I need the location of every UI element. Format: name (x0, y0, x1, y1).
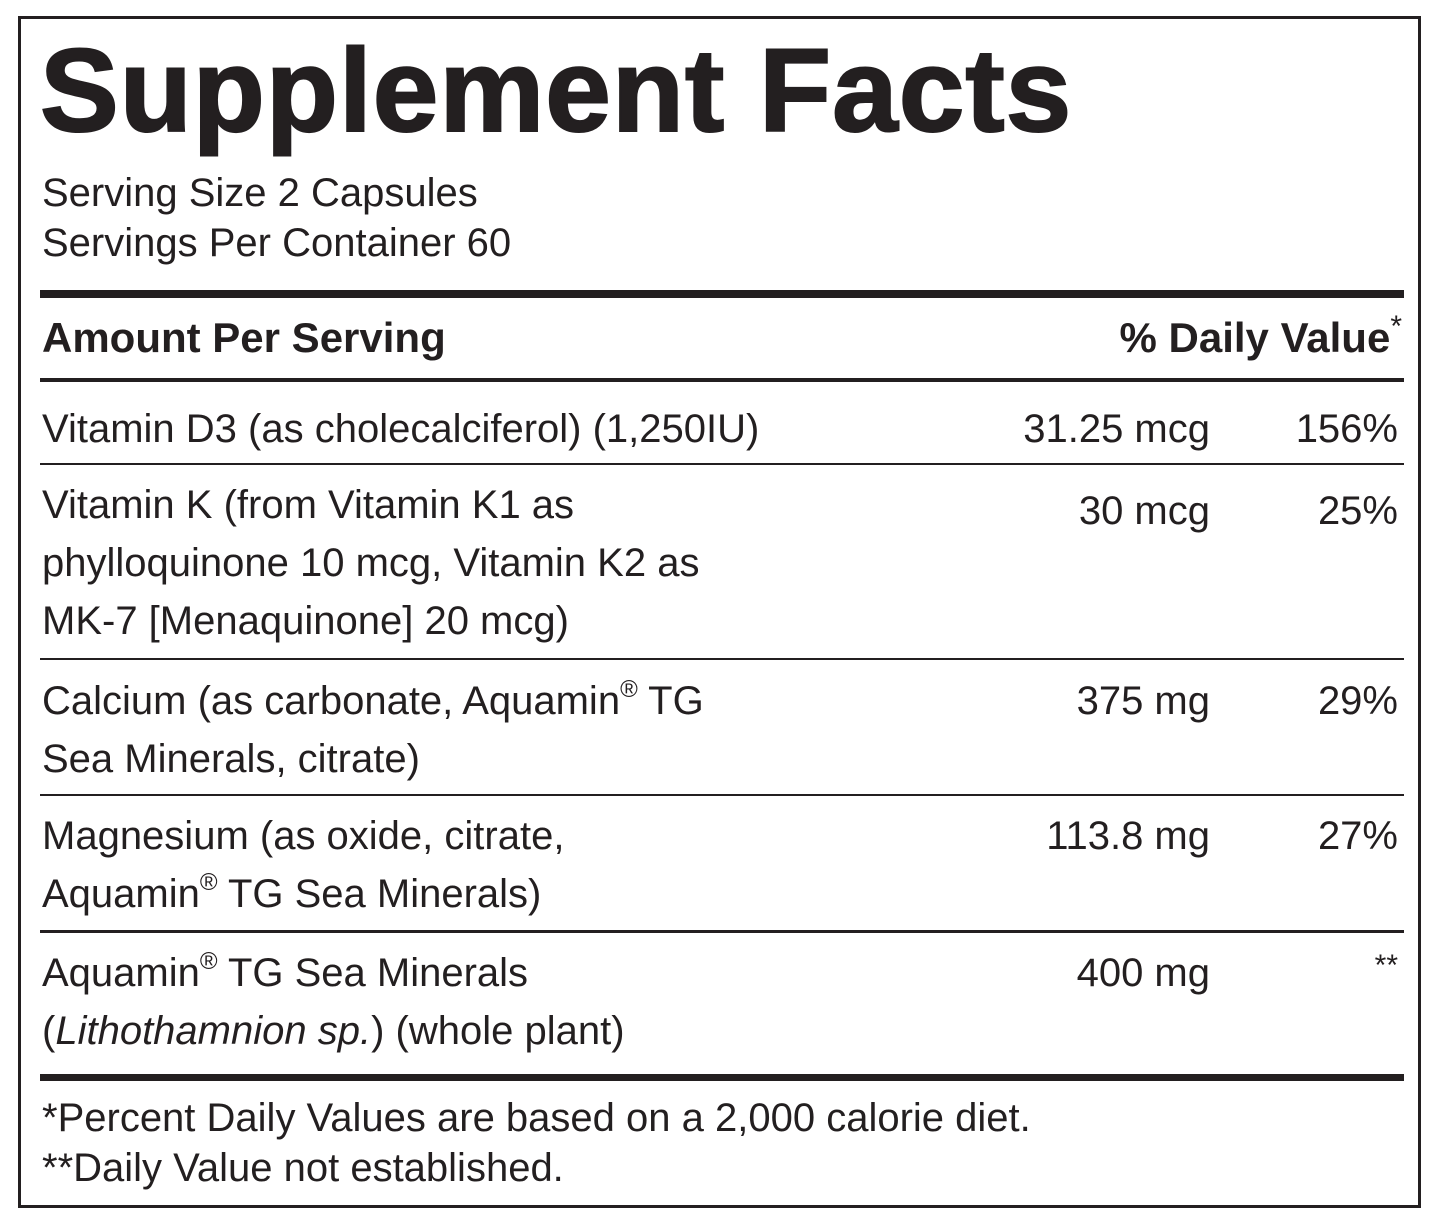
nutrient-daily-value: 27% (1317, 814, 1398, 858)
nutrient-name-line: ) (whole plant) (371, 1009, 625, 1053)
nutrient-name: Calcium (as carbonate, Aquamin® TG Sea M… (42, 672, 922, 788)
row-divider (40, 930, 1404, 933)
thick-divider (40, 290, 1404, 298)
nutrient-name-line: Magnesium (as oxide, citrate, (42, 814, 565, 858)
nutrient-amount: 113.8 mg (1046, 814, 1210, 858)
nutrient-daily-value: 25% (1317, 489, 1398, 533)
serving-size: Serving Size 2 Capsules (42, 171, 478, 215)
daily-value-asterisk: * (1390, 310, 1402, 343)
nutrient-name-line: TG (637, 679, 704, 723)
nutrient-name-line: Aquamin (42, 951, 200, 995)
thick-divider (40, 1074, 1404, 1081)
nutrient-name-line: TG Sea Minerals (217, 951, 529, 995)
nutrient-name: Vitamin D3 (as cholecalciferol) (1,250IU… (42, 400, 922, 458)
panel-title: Supplement Facts (39, 25, 1073, 157)
nutrient-name-line: ( (42, 1009, 56, 1053)
nutrient-name-line: Vitamin D3 (as cholecalciferol) (1,250IU… (42, 407, 760, 451)
row-divider (40, 658, 1404, 660)
footnote-not-established: **Daily Value not established. (42, 1146, 564, 1190)
supplement-facts-panel (18, 16, 1421, 1208)
nutrient-name: Aquamin® TG Sea Minerals (Lithothamnion … (42, 944, 922, 1060)
registered-mark: ® (199, 948, 218, 975)
servings-per-container: Servings Per Container 60 (42, 221, 512, 265)
nutrient-daily-value: 156% (1295, 407, 1398, 451)
registered-mark: ® (199, 869, 218, 896)
nutrient-amount: 30 mcg (1078, 489, 1210, 533)
nutrient-name-line: Vitamin K (from Vitamin K1 as (42, 483, 575, 527)
nutrient-daily-value: 29% (1317, 679, 1398, 723)
daily-value-header-label: % Daily Value (1119, 314, 1391, 361)
nutrient-name: Vitamin K (from Vitamin K1 as phylloquin… (42, 476, 922, 650)
row-divider (40, 794, 1404, 796)
nutrient-name-line: Aquamin (42, 872, 200, 916)
nutrient-name-line: Sea Minerals, citrate) (42, 737, 420, 781)
nutrient-daily-value: ** (1374, 949, 1398, 982)
footnote-daily-values: *Percent Daily Values are based on a 2,0… (42, 1096, 1031, 1140)
amount-per-serving-header: Amount Per Serving (42, 314, 446, 361)
botanical-name: Lithothamnion sp. (55, 1009, 372, 1053)
nutrient-name-line: MK-7 [Menaquinone] 20 mcg) (42, 599, 569, 643)
nutrient-amount: 31.25 mcg (1023, 407, 1210, 451)
nutrient-name-line: TG Sea Minerals) (217, 872, 542, 916)
registered-mark: ® (620, 676, 638, 703)
nutrient-name-line: Calcium (as carbonate, Aquamin (42, 679, 621, 723)
header-divider (40, 378, 1404, 382)
row-divider (40, 463, 1404, 465)
nutrient-amount: 400 mg (1076, 951, 1210, 995)
daily-value-header: % Daily Value* (1120, 312, 1403, 364)
nutrient-name: Magnesium (as oxide, citrate, Aquamin® T… (42, 807, 922, 923)
nutrient-name-line: phylloquinone 10 mcg, Vitamin K2 as (42, 541, 700, 585)
nutrient-amount: 375 mg (1076, 679, 1210, 723)
